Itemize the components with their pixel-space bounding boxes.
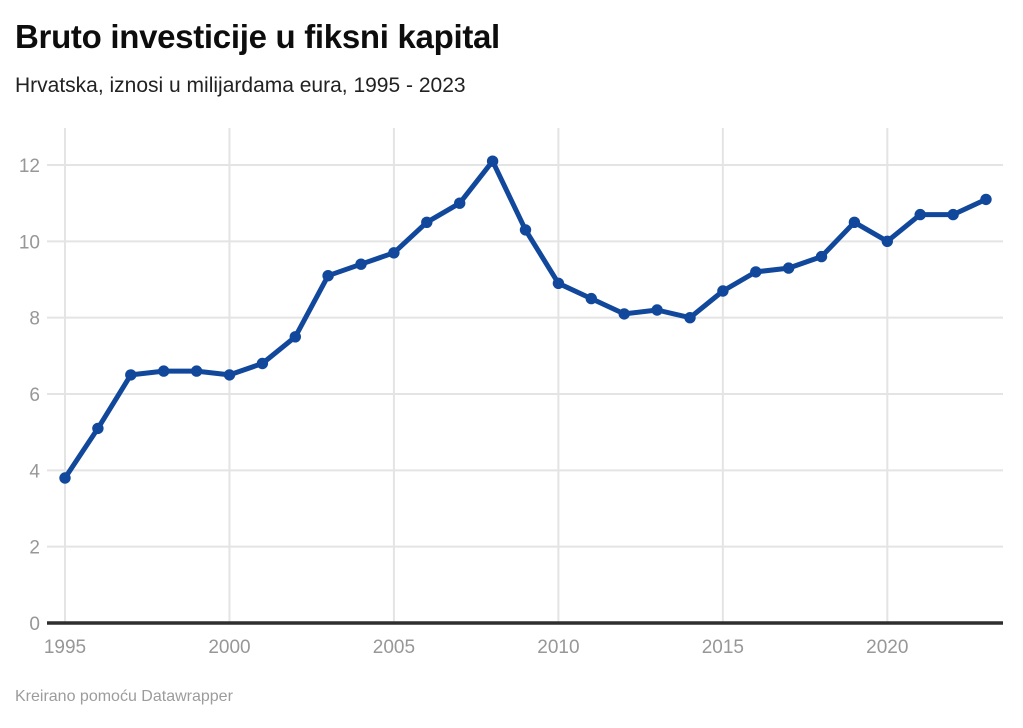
data-point-2006[interactable] (421, 216, 433, 228)
data-point-2015[interactable] (717, 285, 729, 297)
data-point-2005[interactable] (388, 247, 400, 259)
data-point-2000[interactable] (223, 369, 236, 381)
data-point-2016[interactable] (750, 266, 762, 278)
data-point-1997[interactable] (125, 369, 137, 381)
x-tick-labels: 1995 2000 2005 2010 2015 2020 (44, 637, 909, 658)
data-point-1996[interactable] (92, 422, 104, 435)
y-gridlines (47, 164, 1003, 548)
data-point-2009[interactable] (519, 224, 532, 236)
chart-subtitle: Hrvatska, iznosi u milijardama eura, 199… (15, 74, 466, 97)
data-point-2003[interactable] (322, 270, 334, 282)
data-point-2021[interactable] (914, 208, 926, 221)
data-point-2022[interactable] (947, 208, 959, 221)
x-tick-label: 1995 (44, 637, 86, 658)
y-tick-label: 6 (29, 385, 40, 406)
chart-title: Bruto investicije u fiksni kapital (15, 18, 500, 55)
y-tick-label: 2 (29, 538, 40, 559)
attribution-text: Kreirano pomoću Datawrapper (15, 688, 233, 705)
x-tick-label: 2000 (208, 637, 250, 658)
data-point-2001[interactable] (256, 357, 269, 370)
y-tick-label: 4 (29, 461, 40, 482)
y-tick-label: 12 (19, 156, 40, 177)
data-point-2019[interactable] (848, 216, 861, 228)
data-point-2008[interactable] (486, 155, 499, 167)
y-tick-label: 0 (29, 614, 40, 635)
data-point-2013[interactable] (651, 304, 663, 316)
data-point-2011[interactable] (585, 292, 597, 305)
data-point-1998[interactable] (158, 365, 170, 377)
data-points (59, 155, 992, 484)
x-tick-label: 2010 (537, 637, 579, 658)
data-point-2020[interactable] (881, 235, 893, 247)
data-line (62, 158, 989, 481)
x-gridlines (64, 128, 889, 623)
x-tick-label: 2015 (702, 637, 744, 658)
x-tick-label: 2005 (373, 637, 415, 658)
data-point-2023[interactable] (980, 193, 992, 206)
y-tick-label: 8 (29, 309, 40, 330)
data-point-2004[interactable] (355, 258, 367, 270)
x-tick-label: 2020 (866, 637, 908, 658)
data-point-2017[interactable] (782, 262, 795, 274)
data-point-2007[interactable] (454, 197, 466, 209)
data-point-2014[interactable] (684, 312, 696, 324)
data-point-2012[interactable] (618, 308, 630, 320)
data-point-2010[interactable] (552, 277, 565, 289)
y-tick-labels: 0 2 4 6 8 10 12 (19, 156, 41, 635)
data-point-2002[interactable] (289, 331, 301, 343)
data-point-1999[interactable] (190, 365, 203, 377)
data-point-1995[interactable] (59, 472, 71, 484)
y-tick-label: 10 (19, 232, 40, 253)
data-point-2018[interactable] (815, 250, 828, 263)
